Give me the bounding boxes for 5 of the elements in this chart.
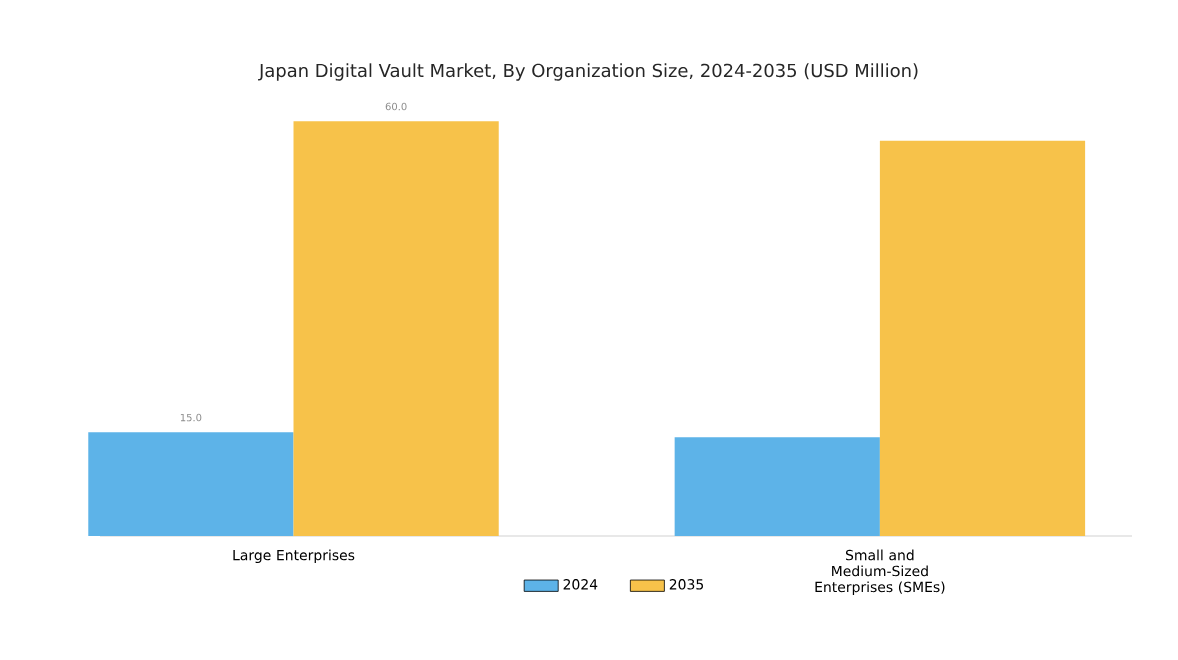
bar bbox=[879, 140, 1086, 536]
chart-title: Japan Digital Vault Market, By Organization Size, 2024-2035 (USD Million) bbox=[258, 63, 918, 81]
bar bbox=[88, 432, 294, 536]
bar bbox=[293, 121, 499, 536]
bar bbox=[674, 437, 880, 536]
